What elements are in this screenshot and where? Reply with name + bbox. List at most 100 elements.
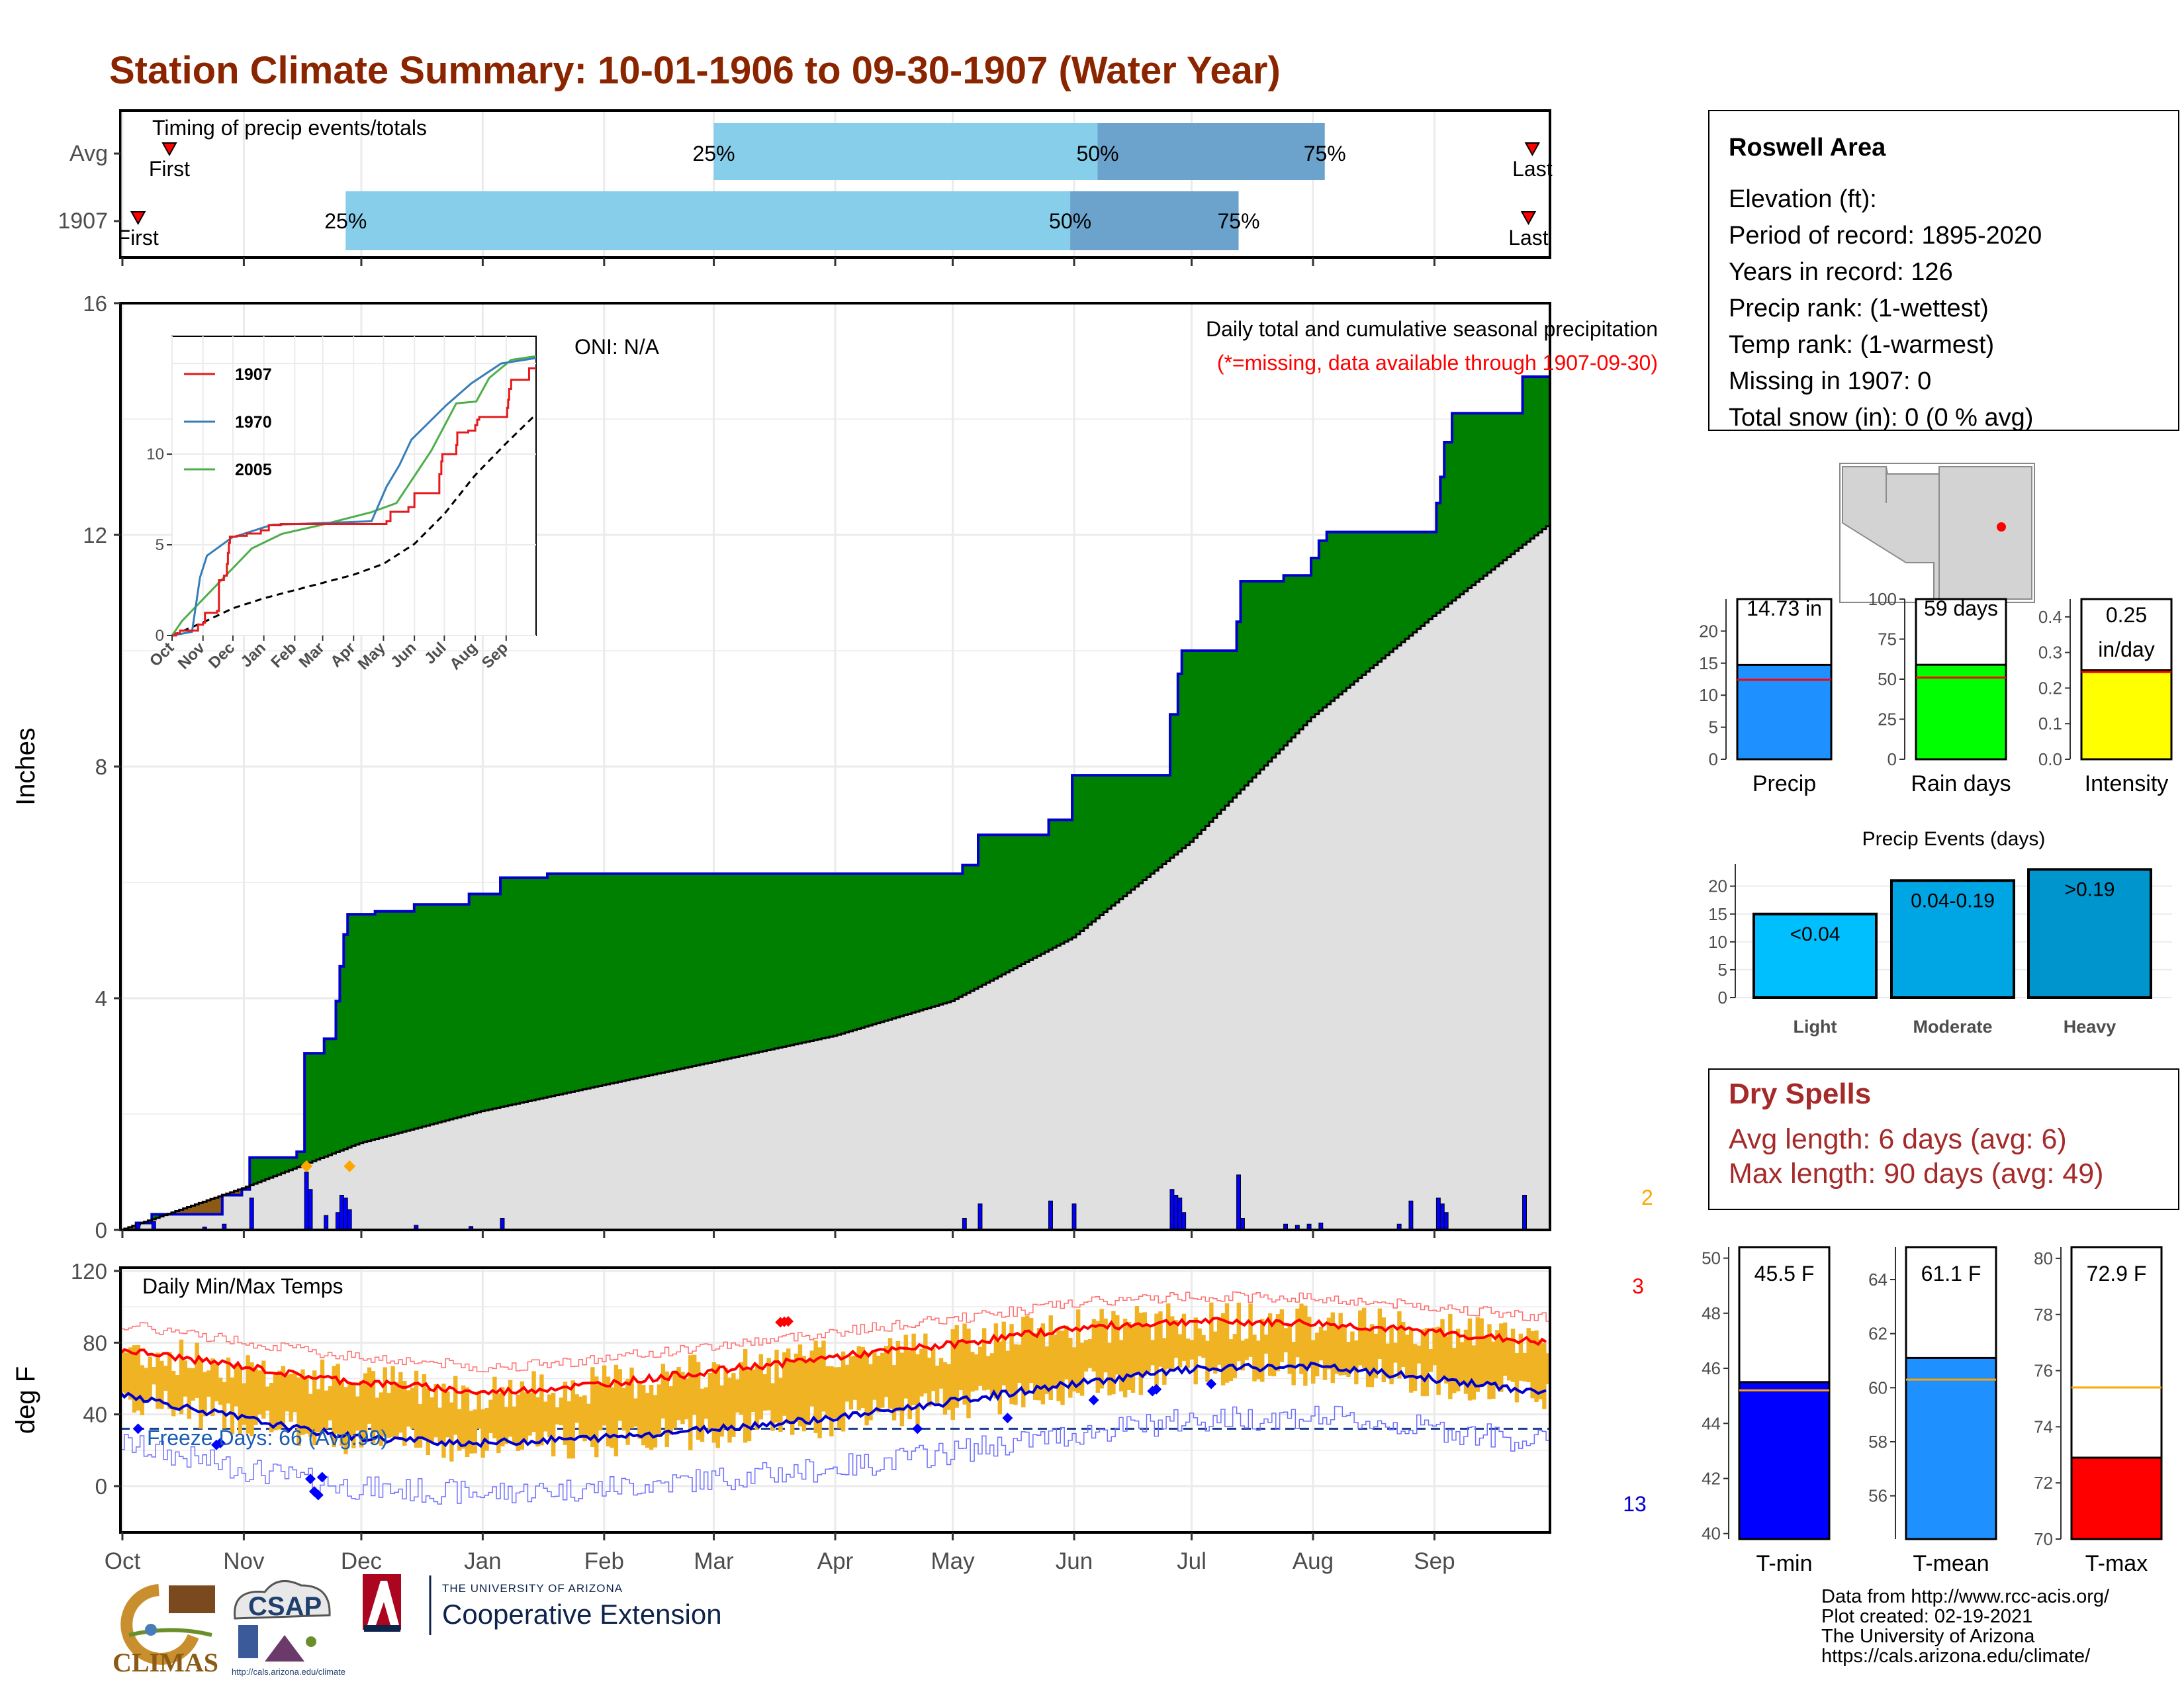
surplus-area-segment [649, 873, 654, 1076]
daily-temp-range-bar [148, 1356, 152, 1399]
daily-temp-range-bar [1072, 1347, 1077, 1392]
record-high-count: 3 [1632, 1274, 1644, 1298]
surplus-area-segment [453, 904, 458, 1119]
daily-temp-range-bar [1491, 1341, 1496, 1399]
surplus-area-segment [469, 894, 474, 1115]
temp-bar-tick-label: 56 [1868, 1486, 1888, 1506]
surplus-area-segment [1236, 622, 1242, 794]
surplus-area-segment [437, 904, 442, 1123]
surplus-area-segment [508, 878, 513, 1105]
daily-temp-range-bar [974, 1354, 979, 1391]
surplus-area-segment [441, 904, 446, 1122]
daily-temp-range-bar [719, 1385, 724, 1437]
station-name: Roswell Area [1729, 134, 1886, 162]
timing-first-label: First [118, 226, 159, 250]
surplus-area-segment [1220, 651, 1226, 810]
record-low-marker [1002, 1413, 1013, 1424]
daily-temp-range-bar [884, 1346, 889, 1397]
daily-temp-range-bar [1064, 1325, 1069, 1380]
surplus-area-segment [504, 878, 509, 1107]
observed-cumulative-line [120, 375, 1550, 1231]
surplus-area-segment [754, 873, 760, 1053]
surplus-area-segment [156, 1214, 160, 1218]
temp-summary-bars: 40 42 44 46 48 50 45.5 F T-min 56 58 60 62 64 61.1 F T… [1702, 1246, 2163, 1576]
surplus-area-segment [422, 904, 427, 1127]
surplus-area-segment [962, 865, 967, 996]
surplus-area-segment [1459, 413, 1465, 594]
timing-row-label-1907: 1907 [58, 209, 108, 234]
surplus-area-segment [1013, 835, 1018, 968]
daily-temp-range-bar [1001, 1321, 1006, 1385]
surplus-area-segment [1491, 413, 1496, 570]
daily-temp-range-bar [723, 1368, 728, 1429]
temp-bar-tick-label: 46 [1702, 1358, 1721, 1378]
daily-temp-range-bar [899, 1352, 905, 1427]
daily-temp-range-bar [257, 1370, 262, 1415]
surplus-area-segment [680, 873, 685, 1069]
surplus-area-segment [782, 873, 787, 1047]
temp-ylabel: deg F [11, 1366, 40, 1434]
daily-temp-range-bar [927, 1357, 932, 1407]
surplus-area-segment [1252, 581, 1257, 778]
month-axis-label: Feb [584, 1548, 624, 1574]
daily-temp-range-bar [480, 1409, 485, 1458]
events-bar-label: <0.04 [1790, 923, 1841, 945]
daily-temp-range-bar [868, 1364, 873, 1421]
daily-temp-range-bar [598, 1383, 603, 1430]
surplus-area-segment [1342, 532, 1347, 692]
daily-temp-range-bar [821, 1340, 826, 1412]
surplus-area-segment [1068, 820, 1073, 940]
surplus-area-segment [1526, 377, 1531, 542]
daily-temp-range-bar [1397, 1311, 1402, 1379]
daily-temp-range-bar [379, 1392, 383, 1446]
daily-temp-range-bar [1267, 1313, 1273, 1376]
precip-extreme-marker [300, 1160, 313, 1172]
record-low-line [120, 1405, 1550, 1505]
daily-temp-range-bar [629, 1367, 634, 1429]
daily-temp-range-bar [1330, 1312, 1336, 1383]
daily-temp-range-bar [1040, 1323, 1046, 1405]
surplus-area-segment [1479, 413, 1484, 579]
surplus-area-segment [1028, 835, 1034, 961]
daily-temp-range-bar [1463, 1329, 1469, 1394]
surplus-area-segment [531, 878, 536, 1101]
surplus-area-segment [1216, 651, 1222, 814]
surplus-area-segment [1444, 442, 1449, 607]
surplus-area-segment [406, 911, 411, 1131]
daily-temp-range-bar [1244, 1338, 1249, 1360]
surplus-area-segment [445, 904, 450, 1121]
surplus-area-segment [880, 873, 885, 1022]
daily-temp-range-bar [1060, 1331, 1065, 1405]
surplus-area-segment [704, 873, 709, 1064]
climas-logo-text: CLIMAS [113, 1648, 218, 1677]
surplus-area-segment [1064, 820, 1069, 942]
daily-precip-bar [1169, 1189, 1175, 1231]
station-line-missing: Missing in 1907: 0 [1729, 367, 1931, 395]
surplus-area-segment [402, 911, 407, 1132]
inset-ytick-label: 0 [156, 627, 164, 645]
daily-temp-range-bar [140, 1365, 145, 1416]
surplus-area-segment [465, 904, 470, 1115]
surplus-area-segment [371, 914, 376, 1141]
inset-series-1907 [172, 367, 536, 637]
daily-temp-range-bar [1048, 1315, 1053, 1400]
daily-temp-range-bar [848, 1356, 854, 1410]
surplus-area-segment [543, 878, 548, 1098]
surplus-area-segment [1518, 413, 1524, 548]
daily-temp-range-bar [743, 1348, 748, 1443]
daily-temp-range-bar [962, 1323, 967, 1405]
daily-temp-range-bar [676, 1367, 681, 1421]
record-low-count: 13 [1623, 1492, 1647, 1516]
surplus-area-segment [856, 873, 862, 1029]
daily-temp-range-bar [872, 1352, 877, 1400]
surplus-area-segment [1373, 532, 1379, 665]
daily-temp-range-bar [512, 1406, 517, 1446]
surplus-area-segment [997, 835, 1003, 977]
surplus-area-segment [1072, 775, 1077, 938]
daily-temp-range-bar [508, 1380, 513, 1437]
surplus-area-segment [426, 904, 431, 1126]
record-low-marker [305, 1474, 316, 1485]
inset-legend-label: 1970 [235, 413, 272, 432]
surplus-area-segment [723, 873, 728, 1060]
daily-temp-range-bar [359, 1380, 364, 1448]
